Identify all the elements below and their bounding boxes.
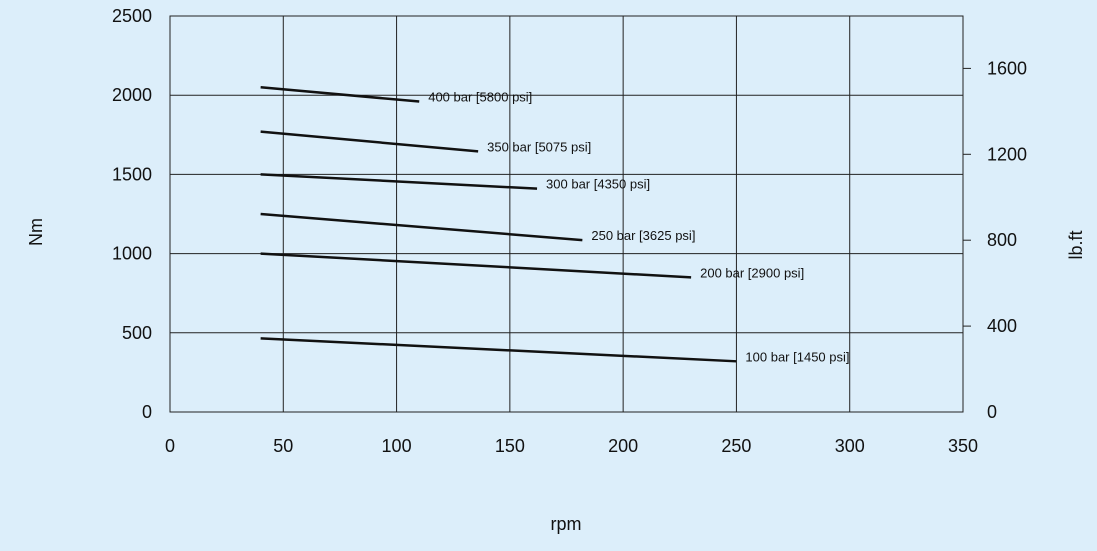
x-tick-label: 50 (273, 436, 293, 456)
grid (170, 16, 963, 412)
series-line (260, 337, 737, 363)
y2-tick-label: 800 (987, 230, 1017, 250)
plot-frame (169, 15, 964, 413)
y2-tick-label: 400 (987, 316, 1017, 336)
x-axis-title: rpm (551, 514, 582, 534)
x-tick-label: 150 (495, 436, 525, 456)
y-tick-label: 2500 (112, 6, 152, 26)
y-tick-label: 1500 (112, 164, 152, 184)
y2-tick-label: 1600 (987, 58, 1027, 78)
x-tick-label: 250 (721, 436, 751, 456)
y-tick-label: 0 (142, 402, 152, 422)
x-tick-label: 100 (382, 436, 412, 456)
series-label: 200 bar [2900 psi] (700, 265, 804, 280)
y-axis-title: Nm (26, 218, 46, 246)
x-tick-label: 350 (948, 436, 978, 456)
series-line (260, 173, 538, 190)
series-label: 350 bar [5075 psi] (487, 139, 591, 154)
series-label: 250 bar [3625 psi] (591, 228, 695, 243)
y-tick-label: 2000 (112, 85, 152, 105)
series-labels: 400 bar [5800 psi] 350 bar [5075 psi] 300 … (428, 90, 849, 365)
series-line (260, 86, 420, 103)
x-tick-label: 200 (608, 436, 638, 456)
series-line (260, 252, 692, 279)
y-tick-label: 500 (122, 323, 152, 343)
y-tick-label: 1000 (112, 244, 152, 264)
x-tick-label: 300 (835, 436, 865, 456)
series-label: 100 bar [1450 psi] (745, 349, 849, 364)
series-label: 400 bar [5800 psi] (428, 90, 532, 105)
plot-area-background (170, 16, 963, 412)
x-tick-label: 0 (165, 436, 175, 456)
y2-tick-label: 0 (987, 402, 997, 422)
series-lines (260, 86, 737, 363)
series-line (260, 212, 583, 242)
x-axis-ticks: 0 50 100 150 200 250 300 350 (165, 436, 978, 456)
y2-axis-title: lb.ft (1066, 230, 1086, 259)
y2-tick-label: 1200 (987, 144, 1027, 164)
y-axis-ticks: 0 500 1000 1500 2000 2500 (112, 6, 152, 422)
series-label: 300 bar [4350 psi] (546, 177, 650, 192)
y2-axis-ticks: 0 400 800 1200 1600 (963, 58, 1027, 422)
series-line (260, 130, 479, 153)
